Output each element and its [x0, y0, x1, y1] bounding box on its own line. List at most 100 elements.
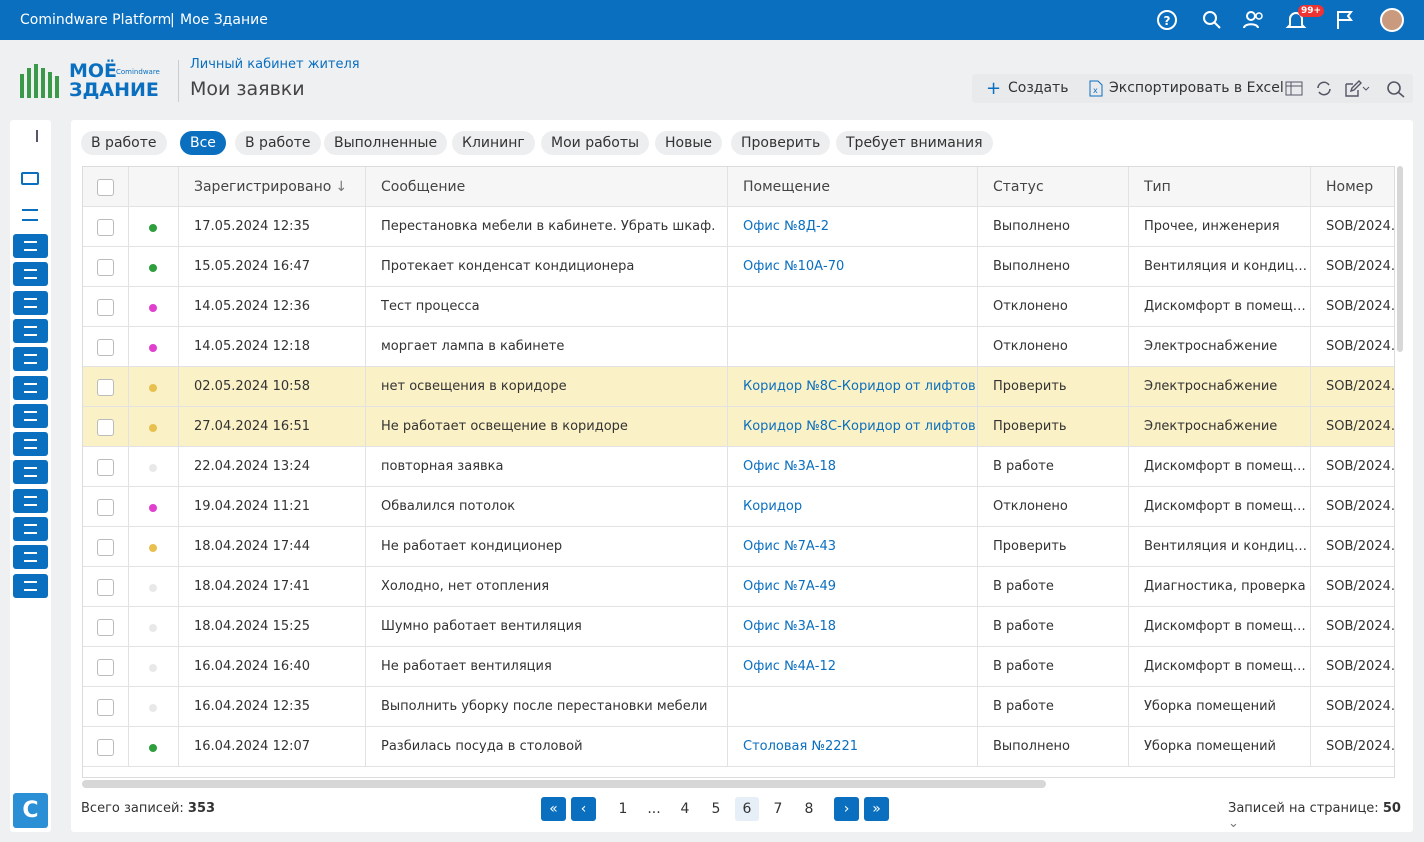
room[interactable]: Офис №8Д-2: [743, 219, 829, 234]
columns-icon[interactable]: [1285, 80, 1303, 97]
last-page[interactable]: »: [864, 797, 889, 821]
page-number[interactable]: 6: [735, 797, 759, 821]
table-row[interactable]: 22.04.2024 13:24 повторная заявка Офис №3А…: [83, 447, 1394, 487]
row-checkbox[interactable]: [97, 459, 114, 476]
refresh-icon[interactable]: [1315, 80, 1333, 97]
table-row[interactable]: 18.04.2024 17:44 Не работает кондиционер О…: [83, 527, 1394, 567]
table-row[interactable]: 16.04.2024 16:40 Не работает вентиляция Оф…: [83, 647, 1394, 687]
sidebar-button[interactable]: [13, 460, 48, 485]
room[interactable]: Офис №3А-18: [743, 619, 836, 634]
sidebar-button[interactable]: [13, 545, 48, 570]
filter-tab[interactable]: Мои работы: [541, 131, 650, 155]
sort-icon[interactable]: ↓: [335, 179, 348, 195]
sidebar-button[interactable]: [13, 432, 48, 457]
table-row[interactable]: 02.05.2024 10:58 нет освещения в коридоре…: [83, 367, 1394, 407]
h-scrollbar[interactable]: [82, 780, 1046, 788]
row-checkbox[interactable]: [97, 619, 114, 636]
sidebar-button[interactable]: [13, 573, 48, 598]
page-number[interactable]: 4: [680, 801, 690, 817]
sidebar-button[interactable]: [13, 234, 48, 258]
row-checkbox[interactable]: [97, 419, 114, 436]
page-number[interactable]: 5: [711, 801, 721, 817]
page-size[interactable]: Записей на странице: 50 ⌄: [1228, 801, 1401, 831]
header-cell[interactable]: Статус: [978, 167, 1129, 207]
users-icon[interactable]: [1241, 8, 1267, 32]
row-checkbox[interactable]: [97, 499, 114, 516]
create-button[interactable]: Создать: [1008, 80, 1069, 96]
room[interactable]: Офис №3А-18: [743, 459, 836, 474]
table-row[interactable]: 17.05.2024 12:35 Перестановка мебели в ка…: [83, 207, 1394, 247]
collapse-icon[interactable]: [22, 130, 38, 142]
search-icon[interactable]: [1200, 8, 1224, 32]
prev-page[interactable]: ‹: [571, 797, 596, 821]
row-checkbox[interactable]: [97, 659, 114, 676]
row-checkbox[interactable]: [97, 339, 114, 356]
search-table-icon[interactable]: [1386, 80, 1406, 98]
table-row[interactable]: 16.04.2024 12:07 Разбилась посуда в столо…: [83, 727, 1394, 767]
sidebar-button[interactable]: [13, 517, 48, 541]
sidebar-button[interactable]: [13, 262, 48, 287]
export-button[interactable]: Экспортировать в Excel: [1109, 80, 1284, 96]
edit-icon[interactable]: [1344, 80, 1370, 97]
filter-tab[interactable]: Все: [180, 131, 226, 155]
table-row[interactable]: 18.04.2024 15:25 Шумно работает вентиляци…: [83, 607, 1394, 647]
header-cell[interactable]: Сообщение: [366, 167, 728, 207]
table-row[interactable]: 15.05.2024 16:47 Протекает конденсат конд…: [83, 247, 1394, 287]
flag-icon[interactable]: [1333, 8, 1357, 32]
page-number[interactable]: 1: [618, 801, 628, 817]
page-number[interactable]: 8: [804, 801, 814, 817]
next-page[interactable]: ›: [834, 797, 859, 821]
room[interactable]: Офис №7А-49: [743, 579, 836, 594]
page-number[interactable]: 7: [773, 801, 783, 817]
table-row[interactable]: 16.04.2024 12:35 Выполнить уборку после п…: [83, 687, 1394, 727]
filter-tab[interactable]: Выполненные: [324, 131, 448, 155]
breadcrumb[interactable]: Личный кабинет жителя: [190, 57, 360, 72]
row-checkbox[interactable]: [97, 379, 114, 396]
table-row[interactable]: 19.04.2024 11:21 Обвалился потолок Коридор…: [83, 487, 1394, 527]
room[interactable]: Коридор №8С-Коридор от лифтов: [743, 379, 976, 394]
first-page[interactable]: «: [541, 797, 566, 821]
filter-tab[interactable]: Новые: [655, 131, 723, 155]
filter-tab[interactable]: Клининг: [452, 131, 535, 155]
room[interactable]: Офис №7А-43: [743, 539, 836, 554]
row-checkbox[interactable]: [97, 299, 114, 316]
page-number[interactable]: ...: [647, 801, 661, 817]
sidebar-button[interactable]: [13, 347, 48, 372]
row-checkbox[interactable]: [97, 259, 114, 276]
table-row[interactable]: 14.05.2024 12:36 Тест процесса Отклонено Ди…: [83, 287, 1394, 327]
monitor-icon[interactable]: [21, 172, 39, 185]
avatar[interactable]: [1380, 8, 1404, 32]
select-all[interactable]: [97, 179, 114, 196]
header-cell[interactable]: Номер: [1311, 167, 1394, 207]
header-cell[interactable]: Зарегистрировано ↓: [179, 167, 366, 207]
list-icon[interactable]: [22, 209, 38, 221]
filter-tab[interactable]: В работе: [235, 131, 321, 155]
room[interactable]: Офис №10А-70: [743, 259, 845, 274]
svg-text:?: ?: [1164, 14, 1171, 28]
room[interactable]: Коридор №8С-Коридор от лифтов: [743, 419, 976, 434]
filter-tab[interactable]: Проверить: [731, 131, 831, 155]
room[interactable]: Офис №4А-12: [743, 659, 836, 674]
table-row[interactable]: 27.04.2024 16:51 Не работает освещение в …: [83, 407, 1394, 447]
sidebar-button[interactable]: [13, 290, 48, 315]
row-checkbox[interactable]: [97, 539, 114, 556]
row-checkbox[interactable]: [97, 219, 114, 236]
row-checkbox[interactable]: [97, 699, 114, 716]
filter-tab[interactable]: Требует внимания: [836, 131, 993, 155]
header-cell[interactable]: Помещение: [728, 167, 978, 207]
v-scrollbar[interactable]: [1397, 166, 1403, 352]
room[interactable]: Коридор: [743, 499, 803, 514]
table-row[interactable]: 14.05.2024 12:18 моргает лампа в кабинете…: [83, 327, 1394, 367]
sidebar-button[interactable]: [13, 375, 48, 400]
room[interactable]: Столовая №2221: [743, 739, 859, 754]
sidebar-button[interactable]: [13, 403, 48, 428]
app-button[interactable]: C: [13, 793, 48, 828]
filter-tab[interactable]: В работе: [81, 131, 167, 155]
row-checkbox[interactable]: [97, 739, 114, 756]
header-cell[interactable]: Тип: [1129, 167, 1311, 207]
help-icon[interactable]: ?: [1155, 8, 1179, 32]
sidebar-button[interactable]: [13, 488, 48, 513]
sidebar-button[interactable]: [13, 318, 48, 343]
row-checkbox[interactable]: [97, 579, 114, 596]
table-row[interactable]: 18.04.2024 17:41 Холодно, нет отопления Оф…: [83, 567, 1394, 607]
